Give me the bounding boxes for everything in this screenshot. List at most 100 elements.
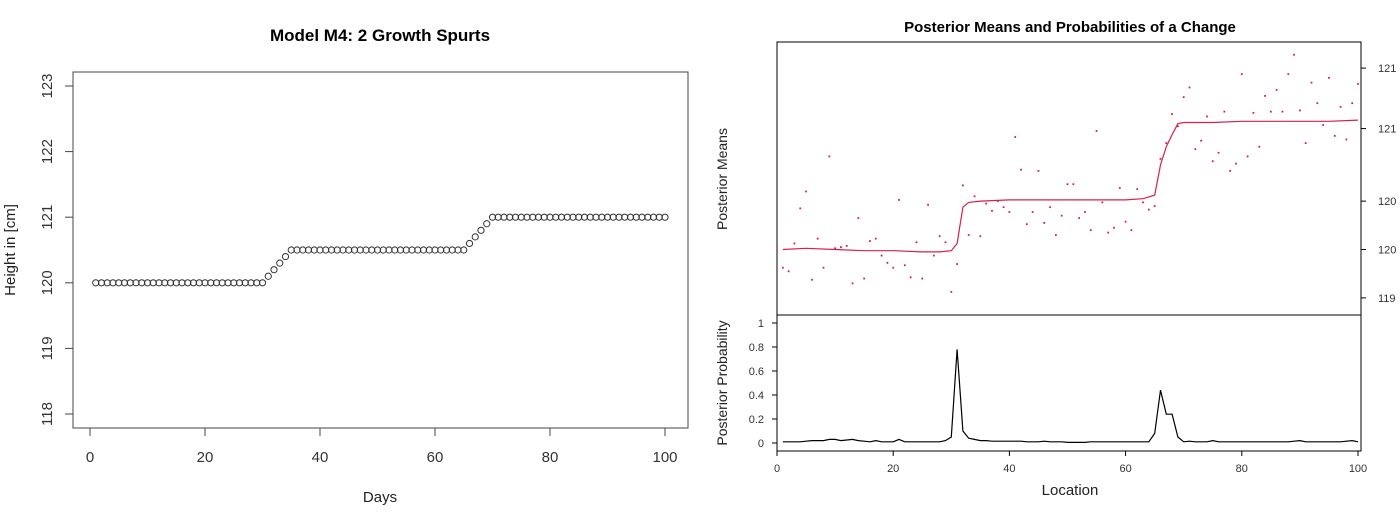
- data-point: [1066, 183, 1069, 186]
- data-point: [985, 202, 988, 205]
- data-point: [1200, 139, 1203, 142]
- data-point: [950, 290, 953, 293]
- data-point: [465, 239, 474, 248]
- data-point: [851, 282, 854, 285]
- data-point: [991, 209, 993, 212]
- y-axis: 118 119 120 121 122 123: [39, 73, 74, 426]
- data-point: [460, 246, 468, 254]
- data-point: [1113, 226, 1115, 229]
- data-point: [903, 264, 906, 267]
- y-tick-label: 122: [39, 139, 56, 164]
- data-point: [1229, 170, 1232, 172]
- y-tick-label: 121: [1378, 63, 1396, 75]
- data-point: [1095, 130, 1098, 132]
- x-tick-label: 0: [774, 463, 780, 475]
- data-points: [92, 213, 669, 287]
- data-point: [816, 237, 819, 240]
- probability-y-axis: 0 0.2 0.4 0.6 0.8 1: [749, 318, 777, 450]
- data-point: [1020, 168, 1022, 171]
- data-point: [1136, 188, 1139, 190]
- data-point: [967, 234, 970, 236]
- data-point: [921, 277, 924, 280]
- x-tick-label: 0: [86, 449, 94, 466]
- data-point: [1130, 229, 1133, 232]
- data-point: [1351, 102, 1354, 105]
- probability-panel-frame: [776, 314, 1362, 452]
- data-point: [1031, 211, 1034, 213]
- data-point: [1084, 211, 1086, 213]
- data-point: [1345, 138, 1348, 141]
- data-point: [1060, 214, 1063, 217]
- data-point: [845, 244, 848, 247]
- data-point: [1258, 145, 1261, 148]
- data-point: [1159, 157, 1162, 160]
- data-point: [1188, 86, 1191, 89]
- data-point: [834, 247, 836, 250]
- x-axis-label-location: Location: [1042, 482, 1099, 499]
- data-point: [1304, 142, 1307, 144]
- data-point: [1339, 105, 1342, 108]
- data-point: [1147, 208, 1150, 211]
- x-tick-label: 100: [1349, 463, 1367, 475]
- x-tick-label: 80: [542, 449, 559, 466]
- x-tick-label: 60: [1119, 463, 1131, 475]
- means-data-points: [781, 53, 1359, 293]
- data-point: [477, 226, 485, 234]
- data-point: [1240, 73, 1243, 76]
- data-point: [1142, 201, 1144, 204]
- y-tick-label: 121: [39, 205, 56, 230]
- data-point: [1078, 217, 1081, 219]
- x-tick-label: 20: [887, 463, 899, 475]
- y-tick-label: 119: [1378, 293, 1396, 305]
- data-point: [781, 266, 784, 269]
- data-point: [1357, 82, 1359, 85]
- means-line: [782, 119, 1359, 253]
- data-point: [1118, 186, 1121, 189]
- data-point: [1107, 231, 1110, 234]
- data-point: [1281, 110, 1284, 113]
- data-point: [1275, 88, 1278, 91]
- data-point: [944, 241, 947, 244]
- y-tick-label: 120: [1378, 245, 1396, 257]
- data-point: [822, 266, 825, 269]
- x-tick-label: 40: [312, 449, 329, 466]
- data-point: [979, 235, 982, 238]
- y-tick-label: 1: [758, 318, 764, 330]
- y-tick-label: 120: [39, 270, 56, 295]
- data-point: [1182, 96, 1185, 99]
- data-point: [996, 200, 999, 203]
- data-point: [276, 259, 284, 267]
- data-point: [1316, 102, 1319, 105]
- data-point: [932, 254, 935, 257]
- data-point: [661, 213, 669, 221]
- data-point: [281, 252, 290, 261]
- y-tick-label: 123: [39, 73, 56, 98]
- y-axis-label: Height in [cm]: [2, 204, 19, 296]
- data-point: [1217, 151, 1220, 154]
- data-point: [483, 220, 491, 228]
- data-point: [1002, 206, 1005, 209]
- data-point: [1194, 148, 1197, 151]
- data-point: [1008, 211, 1011, 213]
- data-point: [1264, 95, 1266, 97]
- data-point: [1176, 125, 1179, 128]
- data-point: [840, 246, 842, 249]
- data-point: [1049, 206, 1051, 209]
- data-point: [880, 254, 883, 257]
- data-point: [1293, 53, 1295, 56]
- chart-title: Model M4: 2 Growth Spurts: [270, 26, 490, 45]
- data-point: [1333, 134, 1336, 137]
- posterior-means-line: [782, 119, 1359, 253]
- x-tick-label: 20: [197, 449, 214, 466]
- means-panel-frame: [776, 41, 1362, 316]
- y-tick-label: 119: [39, 336, 56, 360]
- data-point: [1223, 110, 1226, 113]
- data-point: [874, 237, 877, 240]
- y-tick-label: 0.8: [749, 342, 764, 354]
- data-point: [1235, 162, 1237, 165]
- chart-growth-spurts: Model M4: 2 Growth Spurts 0 20 40 60 80 100 1…: [2, 26, 689, 506]
- data-point: [793, 242, 796, 245]
- data-point: [1037, 170, 1040, 172]
- data-point: [1310, 81, 1313, 84]
